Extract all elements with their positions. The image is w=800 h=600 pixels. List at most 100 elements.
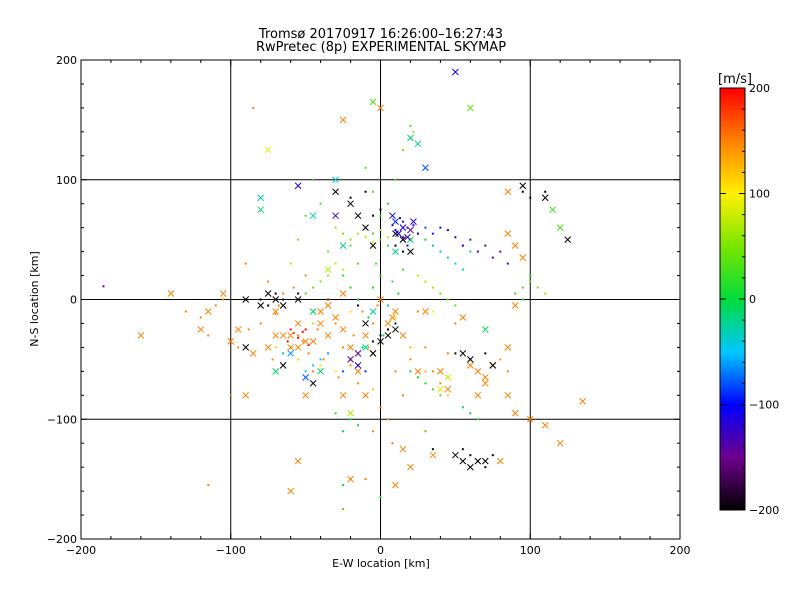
- data-point-cross: [466, 104, 474, 112]
- data-point: [297, 292, 300, 295]
- colorbar-band: [720, 441, 745, 443]
- colorbar-band: [720, 498, 745, 500]
- data-point: [372, 388, 375, 391]
- colorbar-band: [720, 486, 745, 488]
- colorbar-band: [720, 459, 745, 461]
- data-point-cross: [466, 362, 474, 369]
- colorbar-band: [720, 169, 745, 171]
- data-point: [401, 394, 404, 397]
- colorbar-band: [720, 401, 745, 403]
- colorbar-band: [720, 406, 745, 408]
- data-point-cross: [459, 314, 467, 321]
- data-point: [102, 285, 105, 288]
- colorbar-band: [720, 508, 745, 510]
- colorbar-band: [720, 129, 745, 131]
- data-point-cross: [504, 188, 512, 196]
- data-point-cross: [272, 367, 280, 375]
- data-point: [454, 262, 457, 265]
- colorbar-band: [720, 112, 745, 114]
- colorbar-band: [720, 159, 745, 161]
- colorbar-band: [720, 388, 745, 390]
- data-point: [484, 352, 487, 355]
- data-point-cross: [272, 296, 280, 303]
- colorbar-band: [720, 241, 745, 243]
- colorbar-band: [720, 338, 745, 340]
- colorbar-band: [720, 503, 745, 505]
- data-point: [379, 496, 382, 499]
- colorbar-band: [720, 261, 745, 263]
- colorbar-band: [720, 122, 745, 124]
- colorbar-band: [720, 380, 745, 382]
- colorbar-band: [720, 349, 745, 351]
- data-point: [412, 224, 415, 227]
- colorbar-band: [720, 217, 745, 219]
- colorbar-band: [720, 330, 745, 332]
- data-point: [379, 274, 382, 277]
- data-point-cross: [362, 391, 369, 399]
- colorbar-band: [720, 361, 745, 363]
- colorbar-band: [720, 457, 745, 459]
- data-point: [379, 214, 382, 217]
- colorbar-band: [720, 264, 745, 266]
- colorbar-band: [720, 285, 745, 287]
- data-point: [372, 232, 375, 235]
- colorbar-band: [720, 212, 745, 214]
- colorbar-band: [720, 399, 745, 401]
- colorbar-band: [720, 191, 745, 193]
- data-point: [431, 370, 434, 373]
- data-point-cross: [339, 391, 347, 399]
- colorbar-band: [720, 232, 745, 234]
- data-point: [484, 466, 487, 469]
- colorbar-band: [720, 298, 745, 300]
- colorbar-band: [720, 105, 745, 107]
- data-point: [292, 286, 295, 289]
- colorbar-band: [720, 471, 745, 473]
- data-point: [461, 268, 464, 271]
- colorbar-band: [720, 206, 745, 208]
- colorbar-band: [720, 335, 745, 337]
- colorbar-band: [720, 136, 745, 138]
- data-point: [379, 334, 382, 337]
- data-point: [469, 238, 472, 241]
- colorbar-band: [720, 227, 745, 229]
- colorbar-band: [720, 116, 745, 118]
- data-point: [386, 328, 389, 331]
- data-point: [342, 346, 345, 349]
- colorbar-band: [720, 337, 745, 339]
- colorbar-band: [720, 292, 745, 294]
- data-point: [506, 370, 509, 373]
- data-point-cross: [354, 362, 362, 369]
- data-point: [307, 344, 310, 347]
- data-point: [244, 262, 247, 265]
- colorbar-band: [720, 369, 745, 371]
- data-point: [342, 274, 345, 277]
- data-point: [379, 406, 382, 409]
- colorbar-band: [720, 142, 745, 144]
- colorbar-band: [720, 448, 745, 450]
- data-point: [386, 236, 389, 239]
- data-point-cross: [354, 350, 362, 357]
- data-point-cross: [332, 176, 339, 184]
- data-point-cross: [264, 146, 272, 154]
- data-point: [342, 370, 345, 373]
- colorbar-band: [720, 101, 745, 103]
- data-point: [312, 364, 315, 367]
- colorbar-band: [720, 403, 745, 405]
- data-point-cross: [444, 385, 452, 393]
- colorbar-band: [720, 90, 745, 92]
- colorbar-band: [720, 184, 745, 186]
- colorbar-band: [720, 92, 745, 94]
- colorbar-band: [720, 324, 745, 326]
- colorbar-band: [720, 426, 745, 428]
- colorbar-band: [720, 275, 745, 277]
- colorbar-band: [720, 451, 745, 453]
- data-point-cross: [407, 226, 414, 234]
- data-point: [499, 358, 502, 361]
- data-point: [289, 328, 292, 331]
- data-point-cross: [339, 290, 347, 297]
- colorbar-band: [720, 147, 745, 149]
- colorbar-band: [720, 249, 745, 251]
- data-point-cross: [257, 194, 265, 202]
- colorbar-band: [720, 124, 745, 126]
